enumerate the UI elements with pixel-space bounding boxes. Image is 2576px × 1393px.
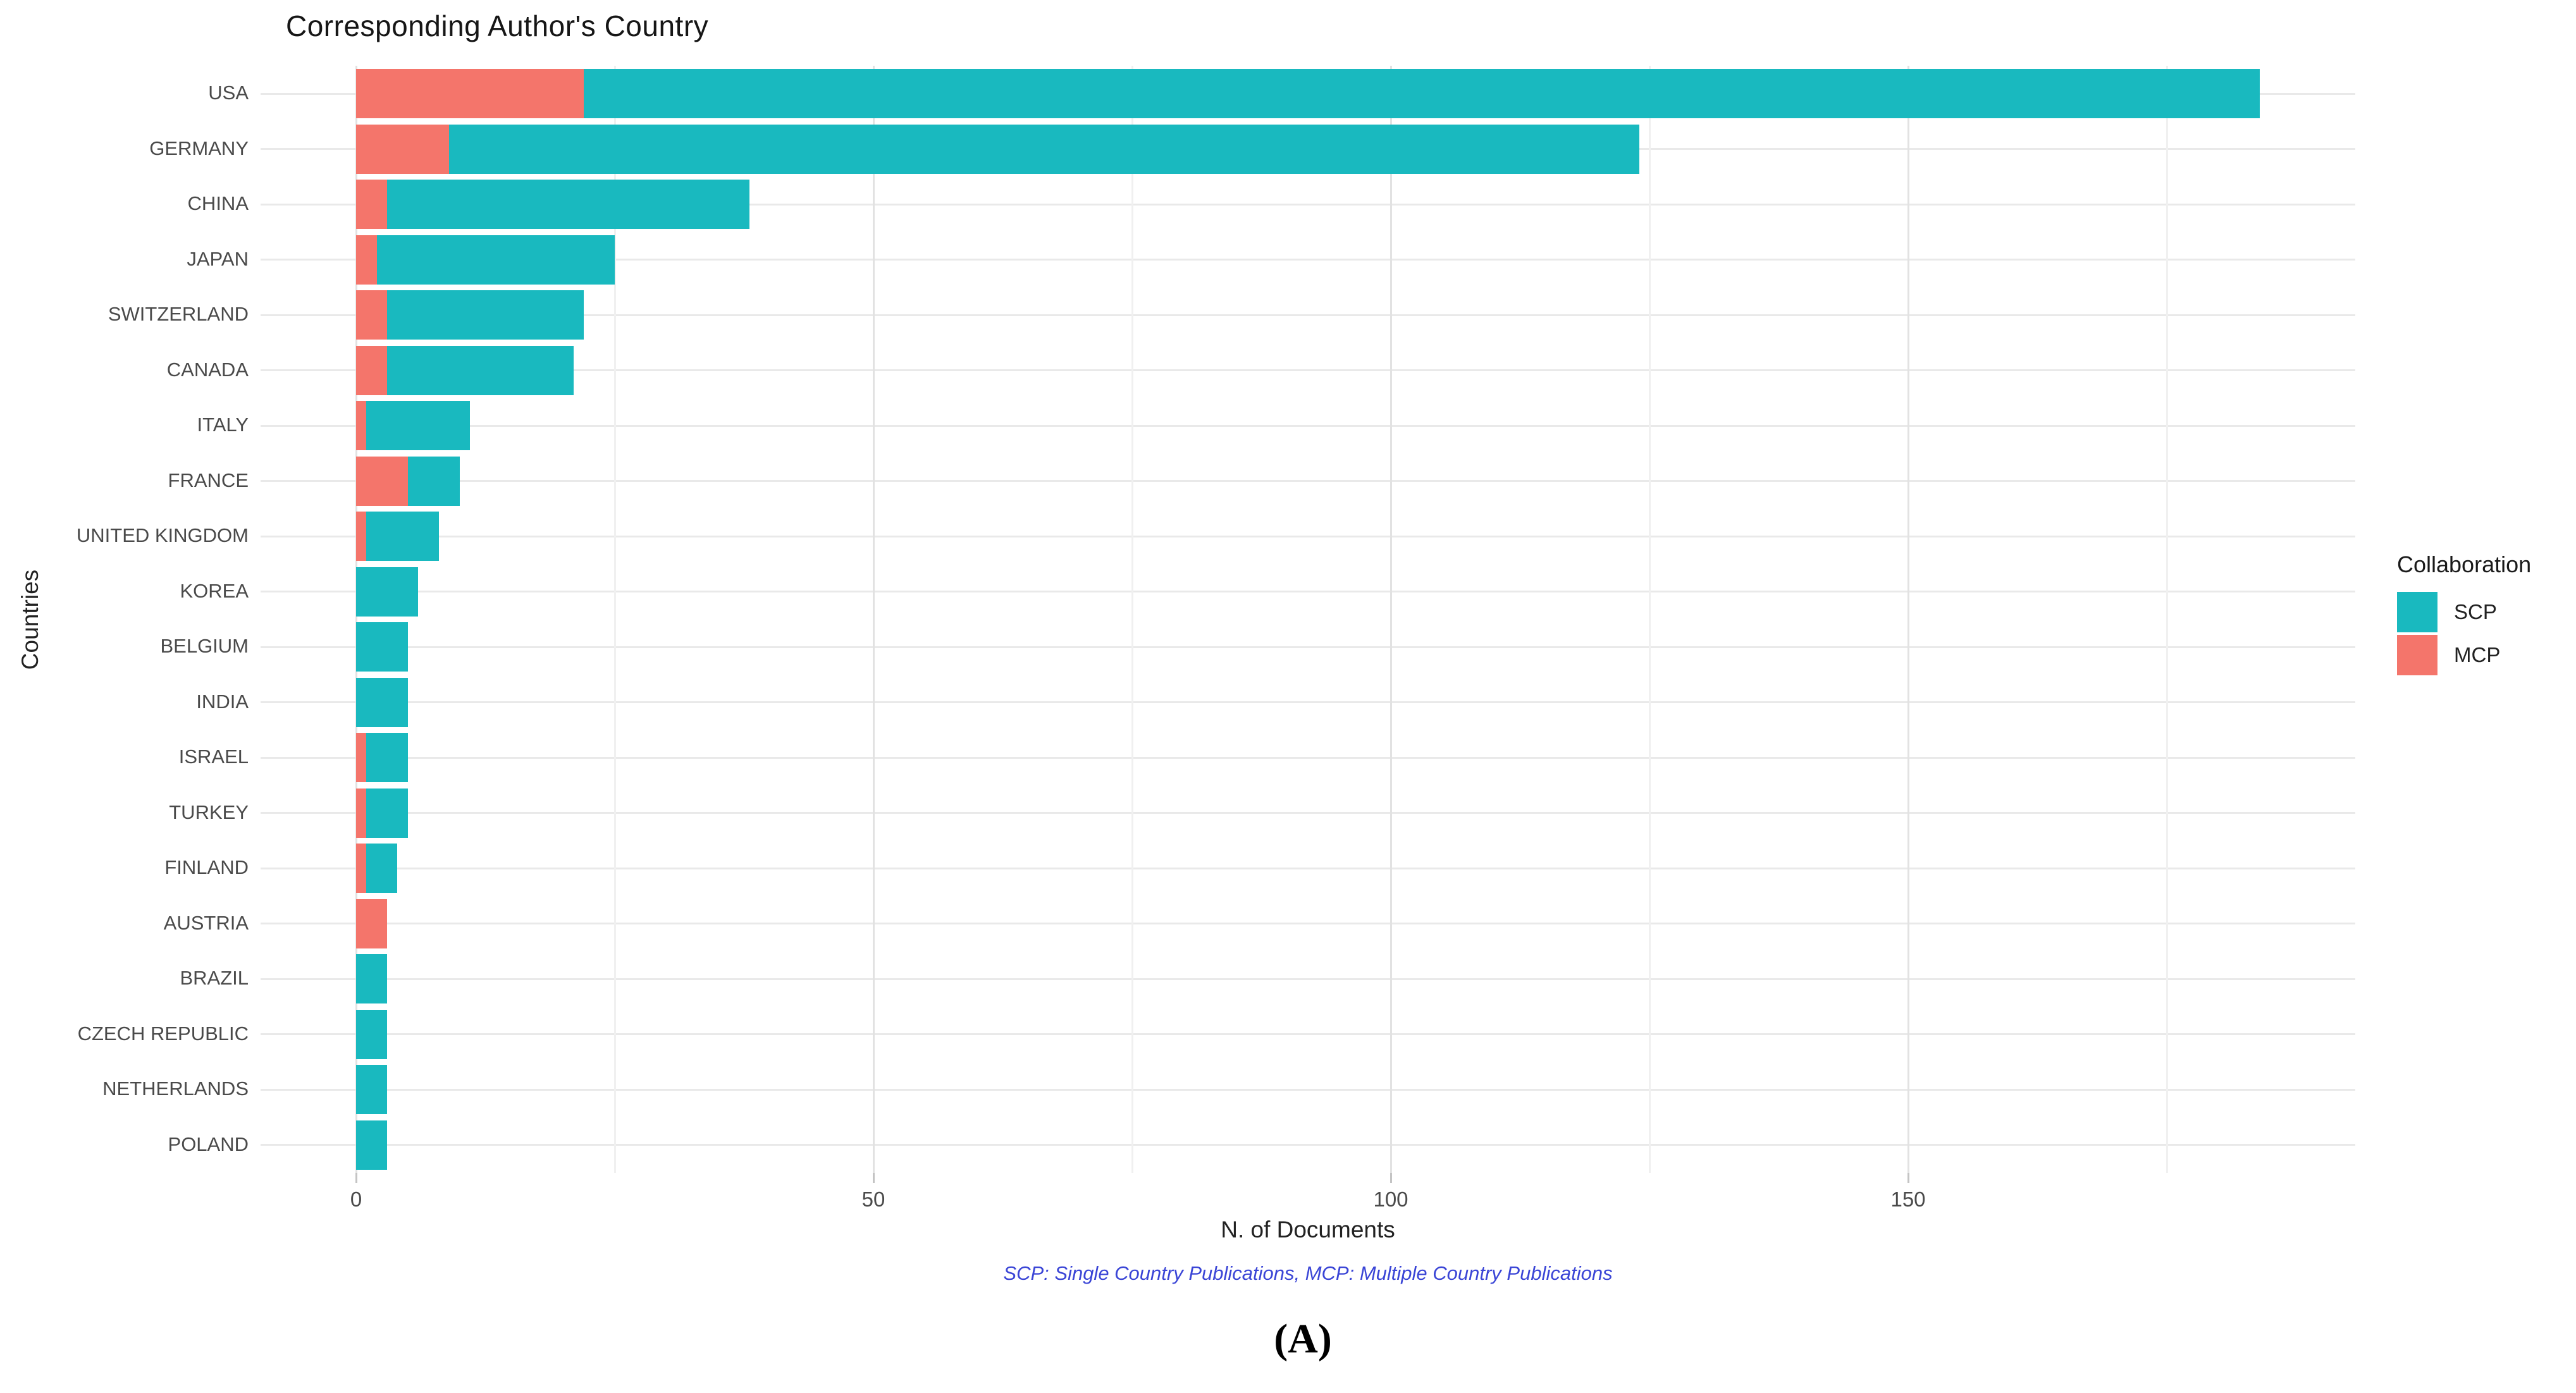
x-axis-tick-label: 0 bbox=[350, 1187, 362, 1211]
y-axis-category-label: BELGIUM bbox=[160, 635, 249, 657]
gridline-vertical-minor bbox=[1131, 66, 1133, 1173]
bar-segment-scp-netherlands bbox=[356, 1065, 388, 1114]
legend-swatch-scp bbox=[2397, 592, 2437, 632]
bar-segment-mcp-italy bbox=[356, 401, 367, 450]
bar-segment-scp-switzerland bbox=[387, 290, 584, 340]
bar-segment-scp-czech-republic bbox=[356, 1009, 388, 1059]
bar-segment-scp-poland bbox=[356, 1120, 388, 1170]
bar-segment-scp-finland bbox=[366, 844, 398, 893]
y-axis-category-label: SWITZERLAND bbox=[108, 303, 249, 325]
x-axis-tick-label: 50 bbox=[861, 1187, 885, 1211]
bar-segment-mcp-finland bbox=[356, 844, 367, 893]
bar-segment-mcp-japan bbox=[356, 235, 377, 285]
gridline-vertical-major bbox=[872, 66, 875, 1173]
gridline-vertical-major bbox=[1390, 66, 1392, 1173]
bar-segment-mcp-united-kingdom bbox=[356, 512, 367, 561]
legend-label-mcp: MCP bbox=[2454, 643, 2501, 666]
x-axis-tick-label: 150 bbox=[1890, 1187, 1926, 1211]
gridline-vertical-minor bbox=[1648, 66, 1651, 1173]
gridline-horizontal bbox=[261, 756, 2355, 759]
y-axis-category-label: JAPAN bbox=[187, 247, 249, 270]
bar-segment-mcp-china bbox=[356, 180, 388, 229]
gridline-horizontal bbox=[261, 369, 2355, 371]
y-axis-category-label: NETHERLANDS bbox=[102, 1077, 249, 1100]
gridline-horizontal bbox=[261, 978, 2355, 980]
bar-segment-scp-israel bbox=[366, 733, 408, 782]
y-axis-category-label: AUSTRIA bbox=[163, 911, 249, 934]
legend-swatch-mcp bbox=[2397, 635, 2437, 675]
gridline-horizontal bbox=[261, 591, 2355, 592]
x-axis-title: N. of Documents bbox=[1221, 1217, 1395, 1243]
bar-segment-mcp-usa bbox=[356, 69, 584, 118]
bar-segment-mcp-france bbox=[356, 456, 408, 506]
y-axis-category-label: CANADA bbox=[166, 358, 249, 381]
gridline-horizontal bbox=[261, 1033, 2355, 1035]
gridline-horizontal bbox=[261, 535, 2355, 537]
y-axis-category-label: CHINA bbox=[187, 192, 249, 214]
bar-segment-mcp-turkey bbox=[356, 788, 367, 838]
bar-segment-mcp-canada bbox=[356, 345, 388, 395]
gridline-horizontal bbox=[261, 701, 2355, 703]
bar-segment-scp-usa bbox=[583, 69, 2260, 118]
gridline-horizontal bbox=[261, 259, 2355, 261]
bar-segment-scp-canada bbox=[387, 345, 574, 395]
bar-segment-scp-united-kingdom bbox=[366, 512, 439, 561]
gridline-vertical-major bbox=[1907, 66, 1909, 1173]
gridline-horizontal bbox=[261, 812, 2355, 814]
y-axis-category-label: GERMANY bbox=[149, 137, 249, 159]
bar-segment-scp-china bbox=[387, 180, 749, 229]
y-axis-category-label: FINLAND bbox=[164, 856, 249, 878]
panel-label: (A) bbox=[1274, 1316, 1332, 1362]
gridline-horizontal bbox=[261, 480, 2355, 482]
bar-segment-scp-france bbox=[407, 456, 460, 506]
legend-title: Collaboration bbox=[2397, 551, 2532, 577]
gridline-horizontal bbox=[261, 1088, 2355, 1091]
x-axis-tick-label: 100 bbox=[1373, 1187, 1408, 1211]
y-axis-category-label: KOREA bbox=[180, 579, 249, 602]
gridline-horizontal bbox=[261, 314, 2355, 316]
y-axis-category-label: BRAZIL bbox=[180, 967, 249, 989]
bar-segment-mcp-israel bbox=[356, 733, 367, 782]
bar-segment-mcp-switzerland bbox=[356, 290, 388, 340]
chart-title: Corresponding Author's Country bbox=[286, 9, 709, 42]
y-axis-category-label: ISRAEL bbox=[178, 746, 249, 768]
y-axis-category-label: FRANCE bbox=[168, 469, 249, 491]
y-axis-category-label: ITALY bbox=[197, 414, 249, 436]
bar-segment-scp-brazil bbox=[356, 954, 388, 1003]
y-axis-category-label: POLAND bbox=[168, 1132, 249, 1155]
gridline-horizontal bbox=[261, 646, 2355, 648]
bar-segment-scp-germany bbox=[449, 124, 1639, 174]
caption-note: SCP: Single Country Publications, MCP: M… bbox=[1003, 1262, 1613, 1284]
bar-segment-scp-india bbox=[356, 677, 408, 727]
y-axis-category-label: TURKEY bbox=[169, 801, 249, 823]
bar-segment-scp-italy bbox=[366, 401, 470, 450]
x-axis-tick-mark bbox=[355, 1173, 357, 1183]
x-axis-tick-mark bbox=[1390, 1173, 1392, 1183]
legend-label-scp: SCP bbox=[2454, 600, 2497, 623]
gridline-horizontal bbox=[261, 1144, 2355, 1146]
bar-segment-scp-korea bbox=[356, 567, 419, 617]
y-axis-category-label: INDIA bbox=[196, 690, 249, 713]
gridline-vertical-minor bbox=[2166, 66, 2168, 1173]
bar-segment-scp-japan bbox=[376, 235, 615, 285]
gridline-horizontal bbox=[261, 203, 2355, 206]
bar-segment-scp-turkey bbox=[366, 788, 408, 838]
y-axis-category-label: UNITED KINGDOM bbox=[76, 524, 249, 546]
gridline-vertical-major bbox=[355, 66, 357, 1173]
x-axis-tick-mark bbox=[872, 1173, 875, 1183]
y-axis-category-label: CZECH REPUBLIC bbox=[77, 1022, 249, 1045]
bar-segment-scp-belgium bbox=[356, 622, 408, 672]
bar-segment-mcp-austria bbox=[356, 899, 388, 948]
gridline-horizontal bbox=[261, 867, 2355, 869]
gridline-horizontal bbox=[261, 923, 2355, 924]
bar-segment-mcp-germany bbox=[356, 124, 450, 174]
x-axis-tick-mark bbox=[1907, 1173, 1909, 1183]
y-axis-category-label: USA bbox=[208, 82, 249, 104]
gridline-horizontal bbox=[261, 424, 2355, 427]
gridline-vertical-minor bbox=[613, 66, 616, 1173]
